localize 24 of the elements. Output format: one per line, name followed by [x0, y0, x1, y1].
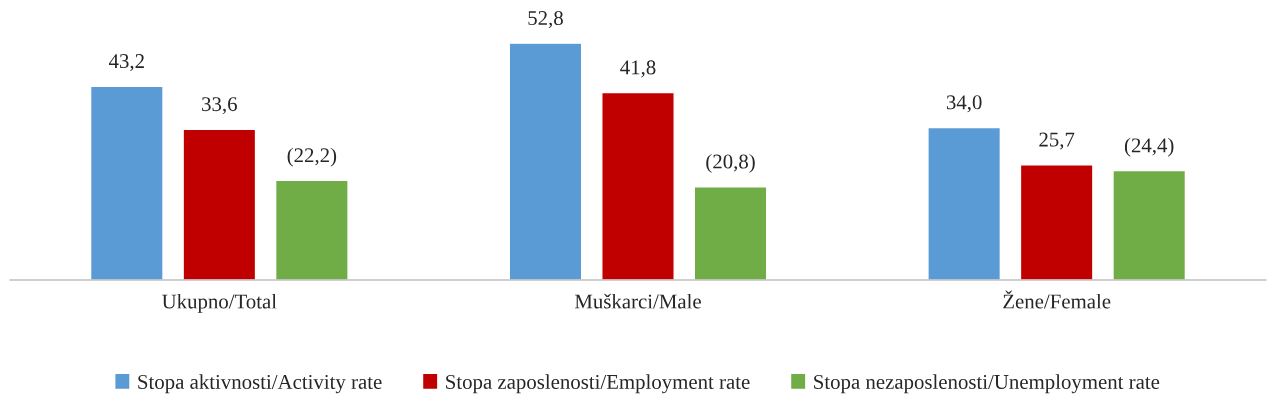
- bar: [927, 126, 1002, 280]
- data-label: (24,4): [1124, 137, 1174, 157]
- x-tick-label: Ukupno/Total: [162, 293, 277, 313]
- legend-label: Stopa nezaposlenosti/Unemployment rate: [814, 374, 1160, 394]
- x-tick-label: Žene/Female: [1003, 290, 1111, 309]
- data-label: 33,6: [202, 97, 237, 115]
- bar: [1112, 169, 1187, 280]
- bar: [1019, 164, 1094, 280]
- data-label: 41,8: [620, 60, 656, 78]
- bar: [274, 179, 349, 280]
- x-tick-label: Muškarci/Male: [574, 293, 701, 309]
- legend-label: Stopa aktivnosti/Activity rate: [138, 374, 382, 394]
- bar: [693, 186, 768, 280]
- data-label: (20,8): [706, 153, 755, 173]
- data-label: 34,0: [946, 95, 982, 113]
- data-label: 43,2: [108, 54, 144, 72]
- bar: [89, 85, 164, 280]
- data-label: 52,8: [528, 10, 563, 29]
- data-label: (22,2): [287, 147, 337, 167]
- bar: [508, 42, 583, 280]
- bar: [601, 91, 675, 280]
- legend-label: Stopa zaposlenosti/Employment rate: [446, 374, 750, 394]
- data-label: 25,7: [1039, 132, 1075, 150]
- bar: [182, 128, 257, 280]
